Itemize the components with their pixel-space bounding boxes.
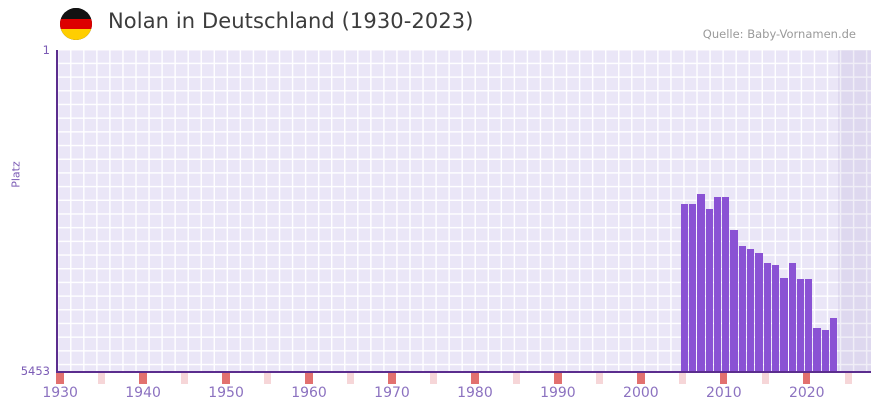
bar-2020[interactable] xyxy=(805,278,813,371)
x-tick-1940 xyxy=(139,373,147,384)
bar-2021[interactable] xyxy=(813,328,821,371)
source-attribution: Quelle: Baby-Vornamen.de xyxy=(702,27,856,41)
bar-2007[interactable] xyxy=(697,194,705,371)
bar-2012[interactable] xyxy=(738,246,747,371)
bar-2011[interactable] xyxy=(730,229,738,371)
x-tick-label-1940: 1940 xyxy=(125,385,161,401)
x-tick-1990 xyxy=(554,373,562,384)
x-tick-label-2000: 2000 xyxy=(623,385,659,401)
x-tick-2000 xyxy=(637,373,645,384)
bar-2014[interactable] xyxy=(755,253,763,371)
x-tick-label-2020: 2020 xyxy=(788,385,825,401)
bar-2006[interactable] xyxy=(688,204,697,371)
x-tick-label-1980: 1980 xyxy=(457,385,493,401)
bar-2018[interactable] xyxy=(788,263,796,371)
x-tick-label-1960: 1960 xyxy=(291,385,327,401)
x-tick-2020 xyxy=(803,373,811,384)
bar-2019[interactable] xyxy=(796,278,805,371)
bar-2023[interactable] xyxy=(830,317,838,371)
y-tick-label-top: 1 xyxy=(42,43,50,57)
flag-band-black xyxy=(60,8,92,19)
x-tick-1975 xyxy=(429,373,438,384)
x-tick-1965 xyxy=(346,373,355,384)
y-axis-title: Platz xyxy=(9,161,23,188)
y-tick-label-bottom: 5453 xyxy=(20,364,50,378)
plot-area xyxy=(56,50,871,373)
x-axis-tick-strip xyxy=(56,373,869,384)
x-tick-1980 xyxy=(471,373,479,384)
bar-2015[interactable] xyxy=(763,263,771,371)
x-tick-1985 xyxy=(512,373,521,384)
germany-flag-icon xyxy=(60,8,92,40)
bar-2017[interactable] xyxy=(780,277,788,371)
bar-2008[interactable] xyxy=(705,208,713,371)
bar-2010[interactable] xyxy=(722,197,730,371)
x-tick-2010 xyxy=(720,373,728,384)
x-tick-1955 xyxy=(263,373,272,384)
chart-header: Nolan in Deutschland (1930-2023) Quelle:… xyxy=(0,0,873,46)
x-tick-label-1930: 1930 xyxy=(42,385,78,401)
flag-band-gold xyxy=(60,29,92,40)
x-tick-2015 xyxy=(761,373,769,384)
bar-2016[interactable] xyxy=(771,264,780,371)
x-tick-1930 xyxy=(56,373,64,384)
x-tick-2025 xyxy=(844,373,852,384)
x-tick-1945 xyxy=(180,373,189,384)
x-tick-label-1990: 1990 xyxy=(540,385,576,401)
bar-2013[interactable] xyxy=(747,248,755,371)
bar-series xyxy=(58,50,871,371)
x-tick-1970 xyxy=(388,373,396,384)
x-tick-1935 xyxy=(97,373,106,384)
x-tick-1950 xyxy=(222,373,230,384)
page-title: Nolan in Deutschland (1930-2023) xyxy=(108,9,474,33)
x-tick-label-1970: 1970 xyxy=(374,385,410,401)
x-tick-1960 xyxy=(305,373,313,384)
x-tick-2005 xyxy=(678,373,686,384)
bar-2009[interactable] xyxy=(713,197,722,371)
x-tick-1995 xyxy=(595,373,604,384)
x-tick-label-2010: 2010 xyxy=(705,385,742,401)
x-tick-label-1950: 1950 xyxy=(208,385,244,401)
bar-2005[interactable] xyxy=(680,204,688,371)
bar-2022[interactable] xyxy=(821,329,830,371)
flag-band-red xyxy=(60,18,92,30)
